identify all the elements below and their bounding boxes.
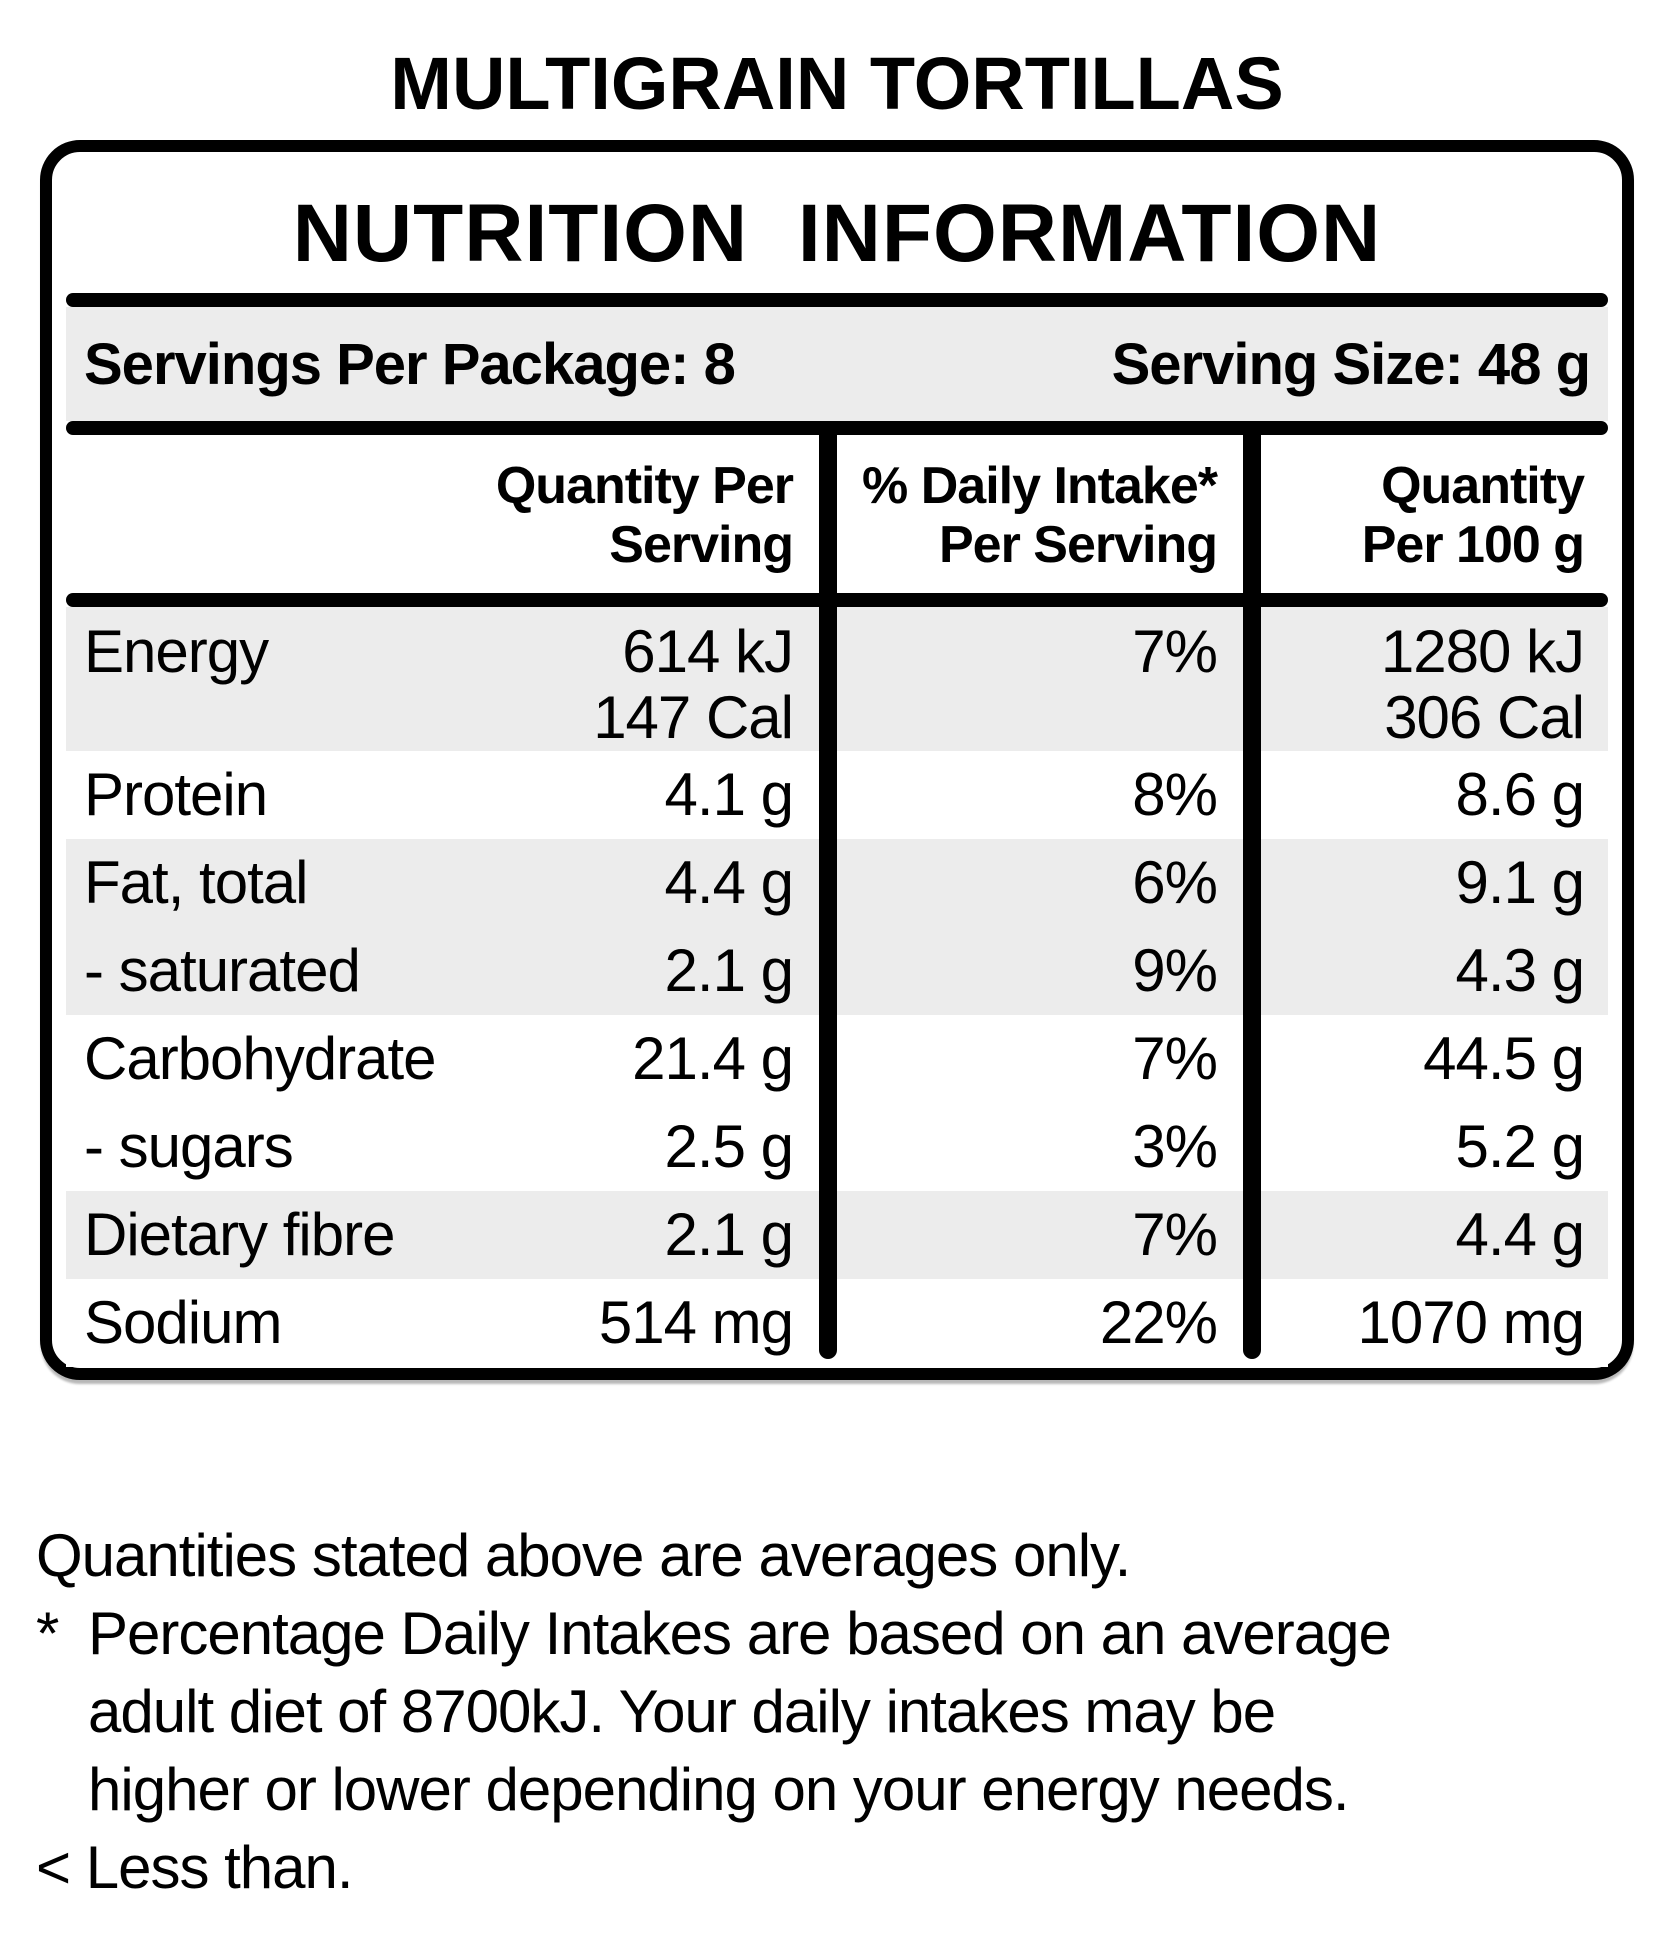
qty-per-100g: 8.6 g: [1455, 761, 1585, 828]
panel-heading: NUTRITION INFORMATION: [292, 188, 1382, 279]
column-divider-left: [819, 421, 837, 1359]
qty-per-serving: 4.1 g: [664, 761, 794, 828]
footnotes: Quantities stated above are averages onl…: [36, 1517, 1654, 1907]
table-row: - saturated 2.1 g 9% 4.3 g: [66, 927, 1608, 1015]
rule-top: [66, 293, 1608, 307]
rule-under-servings: [66, 421, 1608, 435]
qty-per-100g: 4.3 g: [1455, 937, 1585, 1004]
daily-intake-pct: 7%: [1132, 618, 1218, 685]
qty-per-serving: 2.1 g: [664, 1201, 794, 1268]
qty-per-100g: 44.5 g: [1423, 1025, 1585, 1092]
qty-per-serving: 4.4 g: [664, 849, 794, 916]
table-rows: Energy 614 kJ 147 Cal 7% 1280 kJ 306 Cal…: [66, 607, 1608, 1367]
asterisk-marker: *: [36, 1600, 59, 1667]
table-row: - sugars 2.5 g 3% 5.2 g: [66, 1103, 1608, 1191]
footnote-daily-intake-line1: Percentage Daily Intakes are based on an…: [88, 1600, 1392, 1667]
daily-intake-pct: 22%: [1099, 1289, 1218, 1356]
servings-per-package: Servings Per Package: 8: [84, 331, 736, 397]
table-row: Energy 614 kJ 147 Cal 7% 1280 kJ 306 Cal: [66, 607, 1608, 751]
daily-intake-pct: 3%: [1132, 1113, 1218, 1180]
qty-per-serving: 2.5 g: [664, 1113, 794, 1180]
table-row: Fat, total 4.4 g 6% 9.1 g: [66, 839, 1608, 927]
nutrition-panel: NUTRITION INFORMATION Servings Per Packa…: [40, 140, 1634, 1380]
rule-under-headers: [66, 593, 1608, 607]
qty-per-100g: 9.1 g: [1455, 849, 1585, 916]
servings-band: Servings Per Package: 8 Serving Size: 48…: [66, 307, 1608, 421]
qty-per-serving: 2.1 g: [664, 937, 794, 1004]
qty-per-serving: 514 mg: [598, 1289, 794, 1356]
table-row: Carbohydrate 21.4 g 7% 44.5 g: [66, 1015, 1608, 1103]
qty-per-100g: 1280 kJ 306 Cal: [1380, 618, 1585, 751]
nutrition-table: Quantity Per Serving % Daily Intake* Per…: [66, 421, 1608, 1367]
col-header-qty-100g: Quantity Per 100 g: [1361, 457, 1585, 574]
footnote-less-than: < Less than.: [36, 1834, 354, 1901]
table-row: Dietary fibre 2.1 g 7% 4.4 g: [66, 1191, 1608, 1279]
nutrient-name: - saturated: [84, 937, 361, 1004]
footnote-daily-intake-line2: adult diet of 8700kJ. Your daily intakes…: [88, 1678, 1276, 1745]
nutrient-name: - sugars: [84, 1113, 294, 1180]
footnote-daily-intake: * Percentage Daily Intakes are based on …: [36, 1595, 1654, 1673]
col-header-qty-serving: Quantity Per Serving: [495, 457, 794, 574]
daily-intake-pct: 6%: [1132, 849, 1218, 916]
nutrient-name: Energy: [84, 618, 269, 685]
nutrient-name: Carbohydrate: [84, 1025, 437, 1092]
table-row: Sodium 514 mg 22% 1070 mg: [66, 1279, 1608, 1367]
nutrient-name: Dietary fibre: [84, 1201, 395, 1268]
qty-per-100g: 1070 mg: [1357, 1289, 1586, 1356]
col-header-daily-intake: % Daily Intake* Per Serving: [862, 457, 1218, 574]
table-row: Protein 4.1 g 8% 8.6 g: [66, 751, 1608, 839]
nutrient-name: Fat, total: [84, 849, 308, 916]
qty-per-100g: 4.4 g: [1455, 1201, 1585, 1268]
daily-intake-pct: 8%: [1132, 761, 1218, 828]
qty-per-serving: 21.4 g: [632, 1025, 794, 1092]
qty-per-100g: 5.2 g: [1455, 1113, 1585, 1180]
daily-intake-pct: 7%: [1132, 1201, 1218, 1268]
qty-per-serving: 614 kJ 147 Cal: [593, 618, 794, 751]
column-divider-right: [1243, 421, 1261, 1359]
product-title: MULTIGRAIN TORTILLAS: [390, 42, 1284, 125]
footnote-daily-intake-line3: higher or lower depending on your energy…: [88, 1756, 1350, 1823]
nutrient-name: Sodium: [84, 1289, 282, 1356]
serving-size: Serving Size: 48 g: [1111, 331, 1591, 397]
column-header-row: Quantity Per Serving % Daily Intake* Per…: [66, 435, 1608, 593]
footnote-averages: Quantities stated above are averages onl…: [36, 1522, 1131, 1589]
nutrient-name: Protein: [84, 761, 268, 828]
daily-intake-pct: 7%: [1132, 1025, 1218, 1092]
daily-intake-pct: 9%: [1132, 937, 1218, 1004]
